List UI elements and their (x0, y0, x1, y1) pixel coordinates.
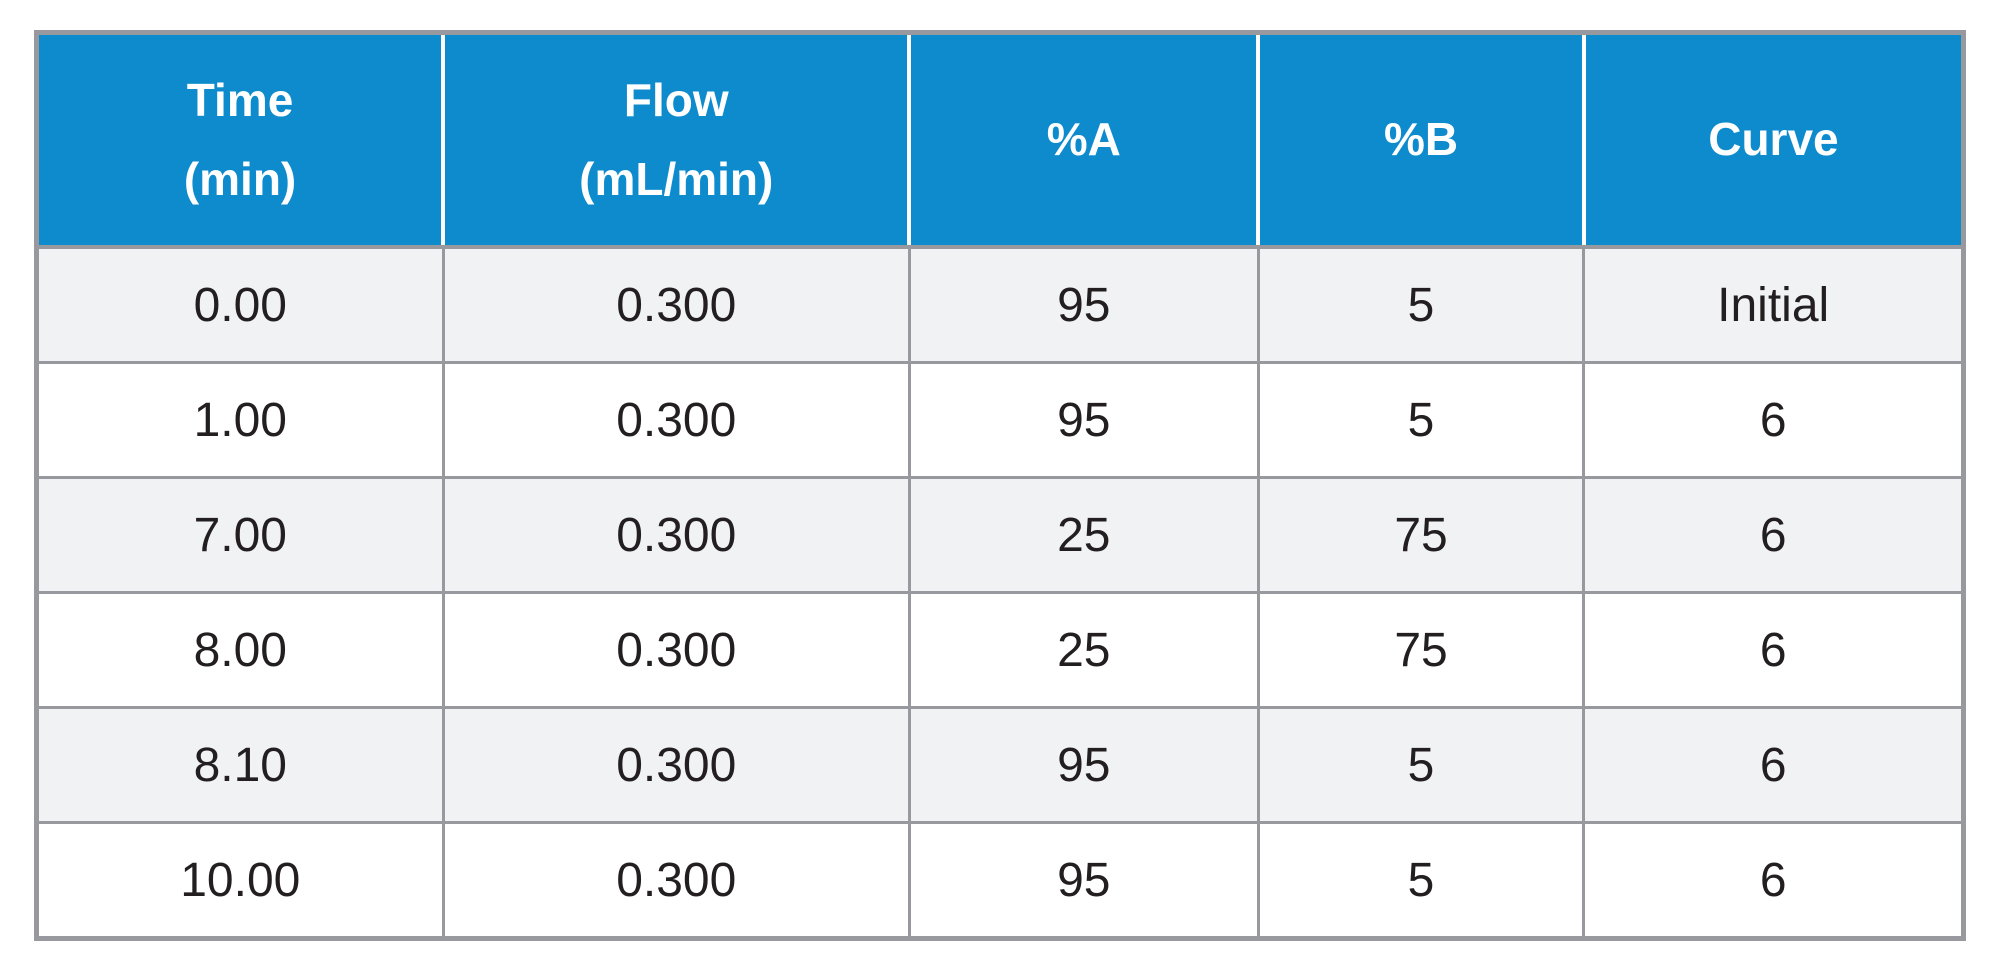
cell-percent-b: 5 (1256, 821, 1584, 939)
table-row: 7.00 0.300 25 75 6 (36, 476, 1964, 593)
cell-percent-a: 25 (907, 591, 1259, 708)
cell-curve: 6 (1582, 361, 1964, 478)
table-row: 1.00 0.300 95 5 6 (36, 361, 1964, 478)
cell-percent-a: 95 (907, 361, 1259, 478)
table-body: 0.00 0.300 95 5 Initial 1.00 0.300 95 5 … (36, 245, 1964, 939)
cell-curve: Initial (1582, 245, 1964, 363)
table-row: 8.00 0.300 25 75 6 (36, 591, 1964, 708)
cell-percent-a: 25 (907, 476, 1259, 593)
cell-time: 1.00 (36, 361, 444, 478)
header-cell-percent-b: %B (1256, 32, 1584, 249)
cell-curve: 6 (1582, 476, 1964, 593)
header-cell-percent-a: %A (907, 32, 1259, 249)
cell-percent-a: 95 (907, 706, 1259, 823)
cell-time: 10.00 (36, 821, 444, 939)
cell-percent-b: 5 (1256, 245, 1584, 363)
cell-curve: 6 (1582, 821, 1964, 939)
table-row: 0.00 0.300 95 5 Initial (36, 245, 1964, 363)
table-header: Time (min) Flow (mL/min) %A %B Curve (36, 32, 1964, 249)
cell-flow: 0.300 (441, 706, 910, 823)
cell-flow: 0.300 (441, 361, 910, 478)
cell-flow: 0.300 (441, 591, 910, 708)
cell-time: 7.00 (36, 476, 444, 593)
cell-time: 8.10 (36, 706, 444, 823)
header-row: Time (min) Flow (mL/min) %A %B Curve (36, 32, 1964, 249)
cell-curve: 6 (1582, 706, 1964, 823)
cell-time: 0.00 (36, 245, 444, 363)
cell-percent-b: 5 (1256, 706, 1584, 823)
header-cell-flow: Flow (mL/min) (441, 32, 910, 249)
header-cell-time: Time (min) (36, 32, 444, 249)
cell-percent-b: 75 (1256, 476, 1584, 593)
table-row: 10.00 0.300 95 5 6 (36, 821, 1964, 939)
cell-flow: 0.300 (441, 476, 910, 593)
gradient-table: Time (min) Flow (mL/min) %A %B Curve 0.0… (34, 30, 1966, 941)
cell-percent-b: 75 (1256, 591, 1584, 708)
header-cell-curve: Curve (1581, 32, 1964, 249)
cell-time: 8.00 (36, 591, 444, 708)
cell-curve: 6 (1582, 591, 1964, 708)
cell-percent-a: 95 (907, 245, 1259, 363)
cell-percent-b: 5 (1256, 361, 1584, 478)
table-row: 8.10 0.300 95 5 6 (36, 706, 1964, 823)
cell-flow: 0.300 (441, 245, 910, 363)
cell-flow: 0.300 (441, 821, 910, 939)
cell-percent-a: 95 (907, 821, 1259, 939)
